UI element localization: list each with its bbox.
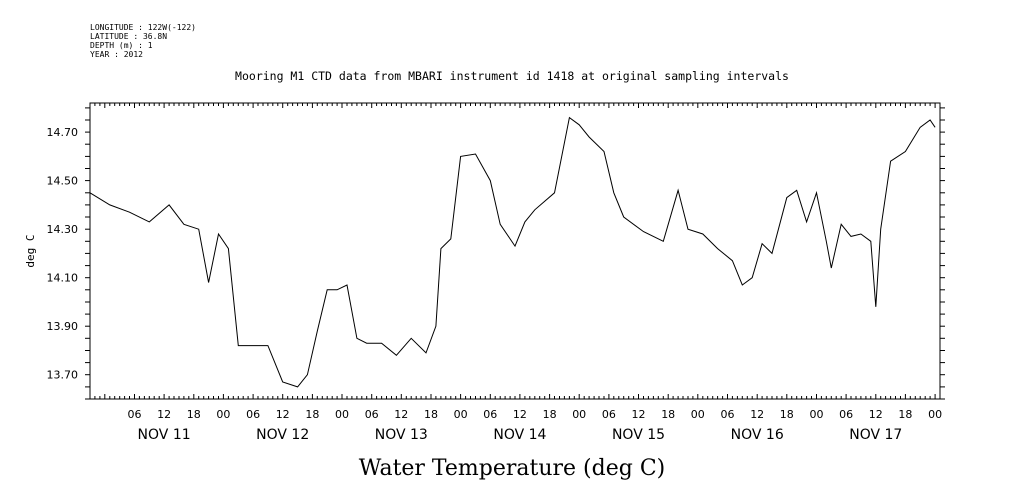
x-hour-label: 00 xyxy=(216,408,230,421)
x-hour-label: 06 xyxy=(483,408,497,421)
y-tick-label: 14.30 xyxy=(47,223,79,236)
x-axis-label: Water Temperature (deg C) xyxy=(359,456,666,481)
longitude-text: LONGITUDE : 122W(-122) xyxy=(90,23,196,32)
y-tick-label: 13.90 xyxy=(47,320,79,333)
x-hour-label: 18 xyxy=(305,408,319,421)
x-hour-label: 18 xyxy=(187,408,201,421)
plot-frame xyxy=(89,102,941,400)
x-hour-label: 18 xyxy=(424,408,438,421)
x-day-label: NOV 14 xyxy=(493,427,546,443)
x-hour-label: 00 xyxy=(572,408,586,421)
y-tick-label: 14.10 xyxy=(47,272,79,285)
y-tick-label: 13.70 xyxy=(47,369,79,382)
x-hour-label: 00 xyxy=(810,408,824,421)
x-hour-label: 06 xyxy=(246,408,260,421)
x-hour-label: 06 xyxy=(365,408,379,421)
x-hour-label: 06 xyxy=(602,408,616,421)
x-day-label: NOV 15 xyxy=(612,427,665,443)
x-hour-label: 18 xyxy=(898,408,912,421)
y-tick-label: 14.50 xyxy=(47,175,79,188)
y-tick-label: 14.70 xyxy=(47,126,79,139)
x-day-label: NOV 16 xyxy=(731,427,784,443)
latitude-text: LATITUDE : 36.8N xyxy=(90,32,167,41)
x-hour-label: 06 xyxy=(839,408,853,421)
x-hour-label: 18 xyxy=(780,408,794,421)
x-hour-label: 18 xyxy=(661,408,675,421)
x-hour-label: 12 xyxy=(157,408,171,421)
axis-ticks xyxy=(85,103,945,400)
x-hour-label: 00 xyxy=(928,408,942,421)
x-day-label: NOV 11 xyxy=(138,427,191,443)
x-hour-label: 00 xyxy=(335,408,349,421)
y-axis-label: deg C xyxy=(24,234,37,267)
x-hour-label: 00 xyxy=(691,408,705,421)
x-hour-label: 12 xyxy=(513,408,527,421)
x-day-label: NOV 17 xyxy=(849,427,902,443)
x-day-label: NOV 12 xyxy=(256,427,309,443)
depth-text: DEPTH (m) : 1 xyxy=(90,41,153,50)
x-hour-label: 12 xyxy=(276,408,290,421)
temperature-series-line xyxy=(89,116,936,388)
x-hour-labels: 06 12 18 00 06 12 18 00 06 12 18 00 06 12 18 00 06 12 18 00… xyxy=(128,408,943,421)
x-hour-label: 06 xyxy=(128,408,142,421)
x-hour-label: 00 xyxy=(454,408,468,421)
x-day-labels: NOV 11 NOV 12 NOV 13 NOV 14 NOV 15 NOV 16 NOV … xyxy=(138,427,903,443)
year-text: YEAR : 2012 xyxy=(90,50,143,59)
x-hour-label: 06 xyxy=(721,408,735,421)
y-tick-labels: 14.70 14.50 14.30 14.10 13.90 13.70 xyxy=(47,126,79,382)
x-hour-label: 12 xyxy=(750,408,764,421)
x-hour-label: 12 xyxy=(632,408,646,421)
x-hour-label: 12 xyxy=(394,408,408,421)
x-hour-label: 12 xyxy=(869,408,883,421)
metadata-block: LONGITUDE : 122W(-122) LATITUDE : 36.8N … xyxy=(90,23,196,59)
chart-title: Mooring M1 CTD data from MBARI instrumen… xyxy=(235,69,789,83)
x-hour-label: 18 xyxy=(543,408,557,421)
x-day-label: NOV 13 xyxy=(375,427,428,443)
